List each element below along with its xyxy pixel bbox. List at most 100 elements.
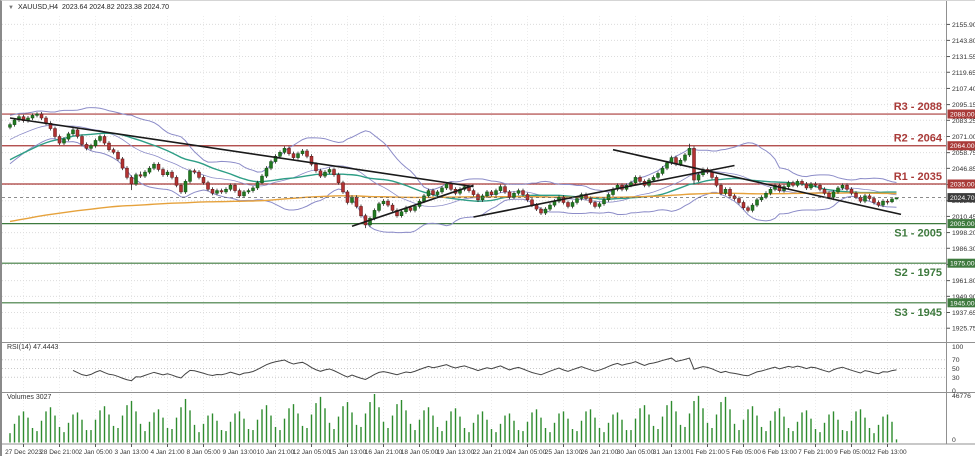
candle[interactable] [116,152,120,160]
candle[interactable] [300,150,305,154]
candle[interactable] [210,189,215,194]
candle[interactable] [323,171,327,177]
candle[interactable] [633,177,638,183]
candle[interactable] [494,190,498,195]
candle[interactable] [444,183,449,189]
candle[interactable] [498,186,503,191]
candle[interactable] [890,198,894,203]
candle[interactable] [287,148,291,154]
candle[interactable] [260,175,264,183]
candle[interactable] [530,199,534,206]
candle[interactable] [786,182,791,187]
candle[interactable] [174,177,179,186]
candle[interactable] [804,183,809,189]
candle[interactable] [449,183,453,190]
candle[interactable] [71,129,75,135]
candle[interactable] [881,200,885,206]
candle[interactable] [359,206,363,216]
ascending-trendline-triangle[interactable] [351,184,474,227]
candle[interactable] [723,189,728,194]
candle[interactable] [755,199,759,206]
candle[interactable] [831,191,836,198]
candle[interactable] [597,203,602,207]
candle[interactable] [485,191,489,197]
candle[interactable] [849,189,854,194]
candle[interactable] [215,190,219,194]
candle[interactable] [377,203,381,211]
candle[interactable] [759,196,764,201]
candle[interactable] [503,186,507,193]
candle[interactable] [147,167,152,173]
candle[interactable] [224,189,228,193]
candle[interactable] [75,129,80,137]
candle[interactable] [161,169,165,176]
candle[interactable] [278,152,282,157]
candle[interactable] [872,198,876,203]
candle[interactable] [386,200,390,206]
candle[interactable] [368,218,372,226]
candle[interactable] [8,124,12,128]
candle[interactable] [548,204,552,210]
candle[interactable] [89,145,93,149]
candle[interactable] [363,215,368,226]
candle[interactable] [471,190,476,195]
candle[interactable] [251,187,255,191]
candle[interactable] [237,190,242,197]
candle[interactable] [183,181,188,193]
candle[interactable] [593,202,597,207]
candle[interactable] [372,210,377,219]
candle[interactable] [440,187,444,193]
candle[interactable] [84,144,89,149]
candle[interactable] [120,158,125,169]
candle[interactable] [575,198,579,203]
candle[interactable] [651,177,656,181]
candle[interactable] [399,211,404,216]
candle[interactable] [228,185,233,190]
candle[interactable] [62,138,66,144]
candle[interactable] [125,167,129,178]
descending-trendline-recent[interactable] [612,148,902,216]
candle[interactable] [318,170,323,177]
candle[interactable] [138,174,143,177]
candle[interactable] [836,187,840,193]
candle[interactable] [152,163,156,169]
candle[interactable] [638,177,642,182]
candle[interactable] [80,136,84,145]
candle[interactable] [435,191,440,195]
candle[interactable] [219,190,224,193]
candle[interactable] [129,177,134,185]
candle[interactable] [818,185,822,190]
candle[interactable] [332,169,336,176]
candle[interactable] [422,195,426,202]
candle[interactable] [512,192,516,198]
candle[interactable] [602,199,606,205]
candle[interactable] [156,163,161,170]
candle[interactable] [822,189,827,194]
candle[interactable] [111,149,116,153]
candle[interactable] [750,204,755,211]
candle[interactable] [764,192,768,198]
descending-trendline-main[interactable] [9,117,474,188]
candle[interactable] [413,206,417,211]
candle[interactable] [588,198,593,203]
candle[interactable] [678,159,683,165]
candle[interactable] [539,208,543,214]
candle[interactable] [273,156,278,162]
candle[interactable] [408,207,413,211]
candle[interactable] [255,182,260,189]
candle[interactable] [768,189,773,194]
candle[interactable] [854,192,858,198]
candle[interactable] [12,119,17,125]
candle[interactable] [314,163,318,172]
trendlines[interactable] [9,117,902,227]
candle[interactable] [840,185,845,189]
candle[interactable] [206,182,210,190]
candle[interactable] [282,148,287,153]
candle[interactable] [381,200,386,205]
candles[interactable] [8,112,899,229]
candle[interactable] [246,190,251,193]
candle[interactable] [516,190,521,194]
candle[interactable] [719,185,723,194]
candle[interactable] [296,153,300,158]
